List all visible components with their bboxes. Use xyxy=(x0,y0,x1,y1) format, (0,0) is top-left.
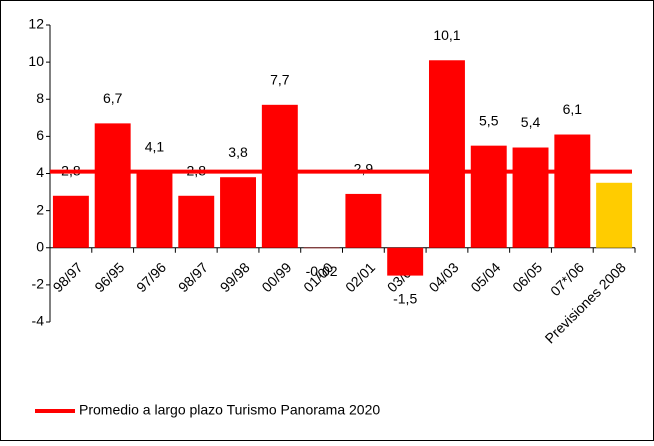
bar xyxy=(596,183,632,248)
bar xyxy=(95,123,131,247)
bar xyxy=(262,105,298,248)
bar xyxy=(53,196,89,248)
bar xyxy=(178,196,214,248)
value-label: 3,8 xyxy=(228,144,248,160)
y-tick-label: 8 xyxy=(36,90,44,106)
bar xyxy=(471,146,507,248)
bar xyxy=(387,248,423,276)
value-label: 4,1 xyxy=(145,138,165,154)
value-label: 7,7 xyxy=(270,72,290,88)
value-label: 5,5 xyxy=(479,112,499,128)
y-tick-label: 0 xyxy=(36,238,44,254)
y-tick-label: 2 xyxy=(36,201,44,217)
bar xyxy=(220,177,256,248)
value-label: 6,7 xyxy=(103,90,123,106)
value-label: 5,4 xyxy=(521,114,541,130)
bar xyxy=(554,135,590,248)
y-tick-label: 10 xyxy=(28,53,44,69)
value-label: -0,02 xyxy=(306,263,338,279)
y-tick-label: -2 xyxy=(32,276,45,292)
bar xyxy=(136,172,172,248)
value-label: 6,1 xyxy=(563,101,583,117)
value-label: 10,1 xyxy=(433,27,460,43)
bar xyxy=(513,148,549,248)
bar xyxy=(345,194,381,248)
y-tick-label: 4 xyxy=(36,164,44,180)
y-tick-label: 6 xyxy=(36,127,44,143)
value-label: -1,5 xyxy=(393,290,417,306)
bar xyxy=(429,60,465,247)
y-tick-label: 12 xyxy=(28,16,44,32)
legend-label: Promedio a largo plazo Turismo Panorama … xyxy=(79,402,380,418)
value-label: 2,9 xyxy=(354,161,374,177)
y-tick-label: -4 xyxy=(32,313,45,329)
